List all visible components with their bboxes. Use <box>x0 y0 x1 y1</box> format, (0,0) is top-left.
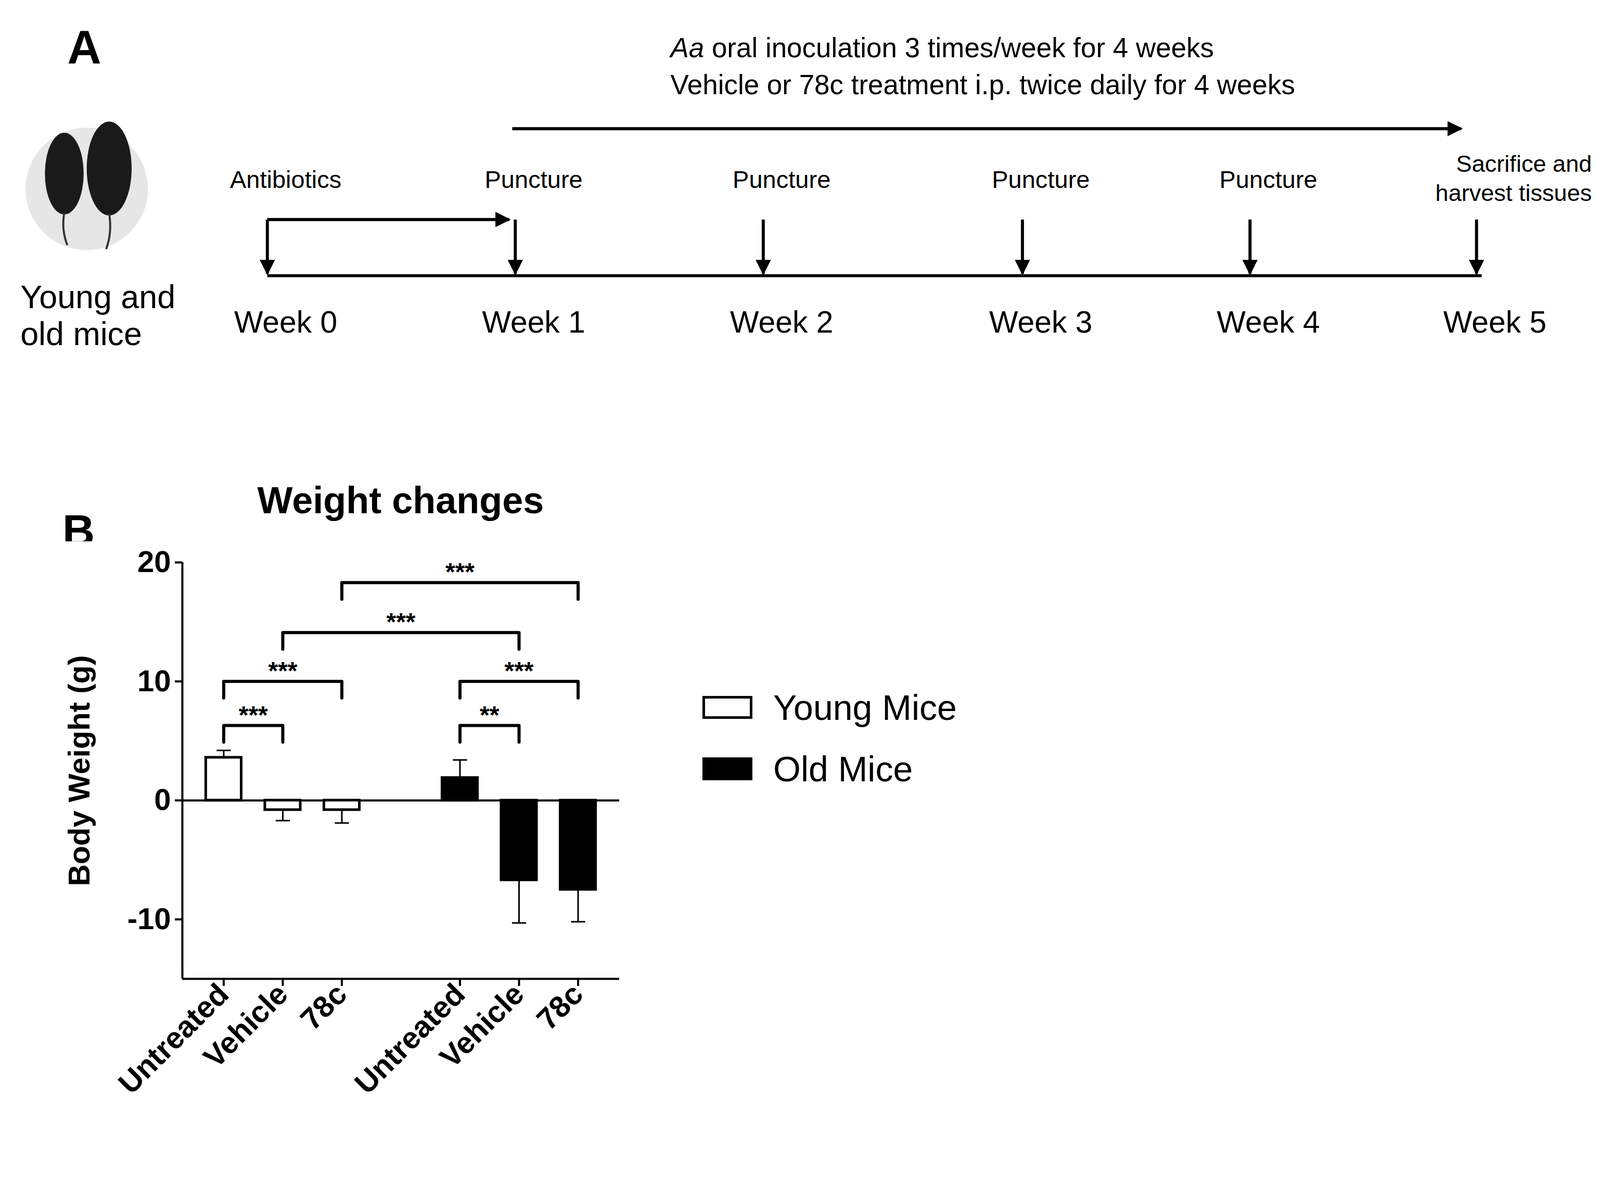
svg-text:**: ** <box>479 700 500 729</box>
svg-text:Aa oral inoculation 3 times/we: Aa oral inoculation 3 times/week for 4 w… <box>668 32 1214 63</box>
svg-text:***: *** <box>267 656 298 685</box>
svg-text:0: 0 <box>154 782 171 816</box>
svg-text:Week 2: Week 2 <box>730 304 834 339</box>
svg-text:Week 1: Week 1 <box>481 304 585 339</box>
html-text:Young Mice: Young Mice <box>773 687 957 727</box>
svg-text:Untreated: Untreated <box>347 976 472 1100</box>
svg-text:20: 20 <box>137 544 172 579</box>
html-text:B: B <box>62 505 95 556</box>
html-text:Weight changes: Weight changes <box>257 479 544 521</box>
svg-text:Sacrifice and: Sacrifice and <box>1456 150 1593 177</box>
svg-text:Vehicle: Vehicle <box>196 976 294 1074</box>
svg-text:Week 0: Week 0 <box>234 304 338 339</box>
svg-text:Week 4: Week 4 <box>1216 304 1320 339</box>
svg-text:Untreated: Untreated <box>111 976 235 1100</box>
svg-text:***: *** <box>504 656 534 685</box>
svg-text:78c: 78c <box>529 976 590 1036</box>
svg-text:Body Weight (g): Body Weight (g) <box>61 655 96 887</box>
svg-text:***: *** <box>445 557 475 586</box>
svg-text:Week 3: Week 3 <box>989 304 1093 339</box>
svg-text:Vehicle: Vehicle <box>432 976 531 1074</box>
svg-text:10: 10 <box>137 663 172 698</box>
svg-text:A: A <box>67 20 101 74</box>
svg-text:harvest tissues: harvest tissues <box>1435 179 1593 207</box>
svg-text:Week 5: Week 5 <box>1443 304 1547 339</box>
svg-text:Antibiotics: Antibiotics <box>229 165 342 194</box>
svg-text:Puncture: Puncture <box>1219 165 1317 194</box>
svg-text:78c: 78c <box>293 976 353 1036</box>
svg-text:-10: -10 <box>127 901 172 936</box>
svg-text:Puncture: Puncture <box>732 165 831 194</box>
svg-text:***: *** <box>238 700 268 729</box>
svg-text:***: *** <box>386 607 416 636</box>
svg-text:old mice: old mice <box>20 315 143 352</box>
html-text:Old Mice: Old Mice <box>773 748 913 789</box>
svg-text:Young and: Young and <box>20 278 176 315</box>
svg-text:Vehicle or 78c treatment i.p.: Vehicle or 78c treatment i.p. twice dail… <box>670 69 1295 100</box>
svg-text:Puncture: Puncture <box>991 165 1090 194</box>
svg-text:Puncture: Puncture <box>484 165 583 194</box>
